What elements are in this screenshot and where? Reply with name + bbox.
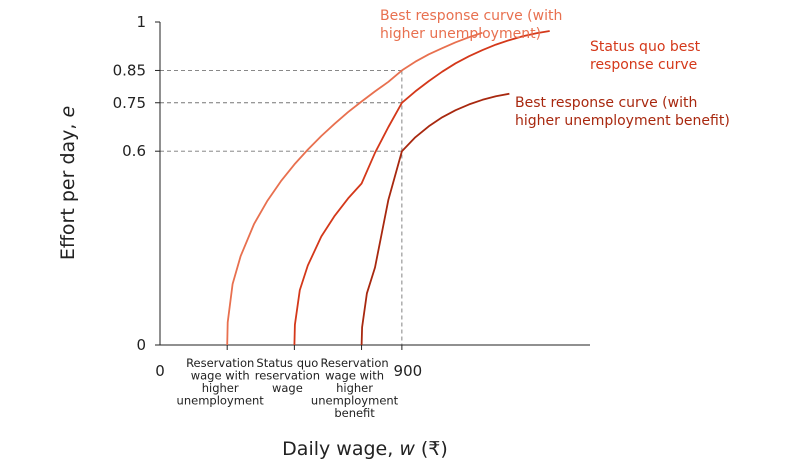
x-axis-title-unit: (₹): [415, 438, 448, 460]
y-tick-label: 0: [136, 336, 146, 354]
x-category-label-line: benefit: [334, 406, 375, 420]
y-tick-label: 0.6: [122, 142, 146, 160]
series-label-line: Status quo best: [590, 39, 701, 55]
x-category-label-line: wage: [272, 381, 303, 395]
series-curve: [226, 31, 483, 346]
x-tick-label: 0: [155, 362, 165, 380]
y-axis-title: Effort per day, e: [57, 106, 79, 260]
x-category-label-line: Reservation: [186, 356, 254, 370]
labels: Best response curve (with higher unemploy…: [380, 8, 730, 129]
y-tick-label: 0.85: [113, 61, 146, 79]
series-curve: [293, 30, 550, 346]
x-category-label-line: unemployment: [177, 394, 265, 408]
x-category-label-line: Status quo: [256, 356, 318, 370]
series-label: Best response curve (with higher unemploy…: [515, 95, 730, 129]
series-layer: [226, 30, 550, 346]
x-axis-title-text: Daily wage,: [282, 438, 399, 460]
x-category-label-line: reservation: [255, 369, 320, 383]
x-category-label: Reservation wage with higher unemployment: [177, 356, 265, 408]
x-category-label-line: higher: [336, 381, 373, 395]
y-axis-title-variable: e: [57, 106, 79, 118]
x-axis-title: Daily wage, w (₹): [282, 438, 448, 460]
series-curve: [360, 92, 510, 346]
y-tick-label: 1: [136, 13, 146, 31]
x-tick-label: 900: [394, 362, 423, 380]
series-label-line: Best response curve (with: [380, 8, 562, 24]
series-label: Status quo best response curve: [590, 39, 701, 73]
series-label-line: higher unemployment): [380, 26, 541, 42]
x-category-label-line: wage with: [325, 369, 384, 383]
reference-lines: [160, 69, 403, 345]
series-label: Best response curve (with higher unemploy…: [380, 8, 562, 42]
x-axis-title-variable: w: [399, 438, 415, 460]
series-label-line: Best response curve (with: [515, 95, 697, 111]
x-category-label-line: wage with: [191, 369, 250, 383]
x-category-label-line: higher: [202, 381, 239, 395]
x-category-label-line: unemployment: [311, 394, 399, 408]
x-category-label-line: Reservation: [320, 356, 388, 370]
series-label-line: higher unemployment benefit): [515, 113, 730, 129]
x-category-label: Status quo reservation wage: [255, 356, 320, 395]
y-axis-title-text: Effort per day,: [57, 118, 79, 261]
x-category-label: Reservation wage with higher unemployment be…: [311, 356, 399, 420]
series-label-line: response curve: [590, 57, 697, 73]
y-tick-label: 0.75: [113, 94, 146, 112]
